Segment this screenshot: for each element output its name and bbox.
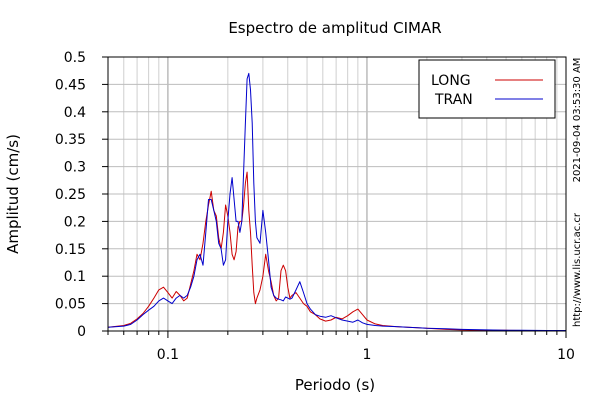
legend: LONG TRAN xyxy=(418,59,556,119)
y-tick-label: 0 xyxy=(77,324,86,340)
x-axis-label: Periodo (s) xyxy=(295,376,375,394)
y-axis-label: Amplitud (cm/s) xyxy=(4,134,22,254)
x-tick-label: 10 xyxy=(557,347,575,363)
chart-title: Espectro de amplitud CIMAR xyxy=(228,19,441,37)
y-tick-label: 0.5 xyxy=(64,50,86,66)
y-tick-label: 0.3 xyxy=(64,160,86,176)
y-tick-label: 0.15 xyxy=(55,242,86,258)
series-lines xyxy=(107,72,566,331)
legend-label-long: LONG xyxy=(431,73,471,89)
y-tick-label: 0.05 xyxy=(55,297,86,313)
x-tick-label: 1 xyxy=(362,347,371,363)
series-line-tran xyxy=(107,72,566,331)
legend-box xyxy=(418,59,556,119)
y-tick-label: 0.2 xyxy=(64,214,86,230)
legend-label-tran: TRAN xyxy=(434,92,473,108)
y-tick-label: 0.45 xyxy=(55,77,86,93)
source-url-label: http://www.lis.ucr.ac.cr xyxy=(572,212,583,327)
x-tick-label: 0.1 xyxy=(157,347,179,363)
axes: 0 0.05 0.1 0.15 0.2 0.25 0.3 0.35 0.4 0.45 0.5 0.1 1… xyxy=(55,50,575,363)
y-tick-label: 0.25 xyxy=(55,187,86,203)
timestamp-label: 2021-09-04 03:53:30 AM xyxy=(572,58,583,183)
y-tick-label: 0.4 xyxy=(64,105,86,121)
y-tick-label: 0.35 xyxy=(55,132,86,148)
y-tick-label: 0.1 xyxy=(64,269,86,285)
